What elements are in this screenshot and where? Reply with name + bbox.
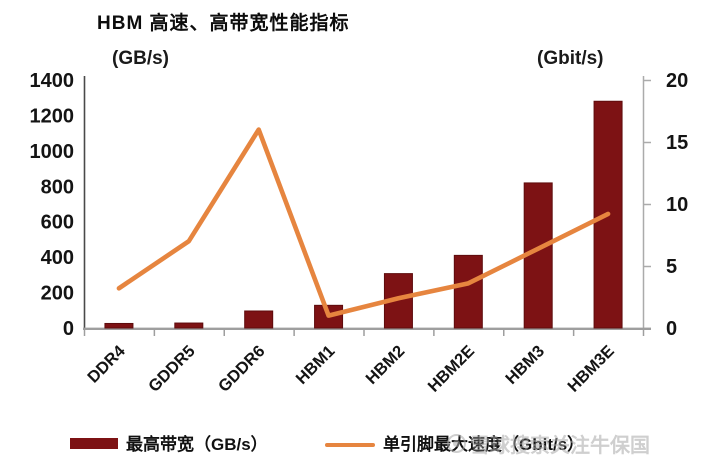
right-axis-unit-label: (Gbit/s) — [537, 48, 604, 69]
left-axis-unit-label: (GB/s) — [112, 48, 169, 69]
legend-bar-swatch — [70, 438, 118, 449]
category-label-HBM2E: HBM2E — [425, 342, 479, 396]
left-axis-tick-label: 800 — [41, 176, 74, 198]
legend-bar-label: 最高带宽（GB/s） — [126, 435, 268, 454]
category-label-GDDR6: GDDR6 — [215, 342, 269, 396]
line-series — [116, 127, 611, 318]
category-label-DDR4: DDR4 — [84, 342, 129, 387]
category-label-HBM2: HBM2 — [362, 342, 408, 388]
bar-GDDR5 — [174, 322, 204, 329]
chart-title: HBM 高速、高带宽性能指标 — [97, 13, 350, 34]
legend-line-swatch — [325, 443, 375, 447]
left-axis-tick-label: 600 — [41, 212, 74, 234]
right-axis-tick-label: 0 — [666, 318, 677, 340]
right-axis-tick-label: 10 — [666, 194, 688, 216]
left-axis-tick-label: 1000 — [30, 141, 75, 163]
right-axis-tick-label: 20 — [666, 70, 688, 92]
right-axis-tick-label: 5 — [666, 256, 677, 278]
category-label-HBM1: HBM1 — [293, 342, 339, 388]
bar-HBM2E — [453, 254, 483, 329]
right-axis-tick-label: 15 — [666, 132, 688, 154]
left-axis-tick-label: 0 — [63, 318, 74, 340]
bar-GDDR6 — [244, 310, 274, 329]
category-label-HBM3: HBM3 — [502, 342, 548, 388]
legend-line-label: 单引脚最大速度（Gbit/s） — [383, 435, 585, 454]
left-axis-tick-label: 1200 — [30, 105, 75, 127]
left-axis-tick-label: 400 — [41, 247, 74, 269]
category-label-GDDR5: GDDR5 — [145, 342, 199, 396]
left-axis-tick-label: 1400 — [30, 70, 75, 92]
bar-DDR4 — [104, 322, 134, 329]
left-axis-tick-label: 200 — [41, 283, 74, 305]
category-label-HBM3E: HBM3E — [564, 342, 618, 396]
